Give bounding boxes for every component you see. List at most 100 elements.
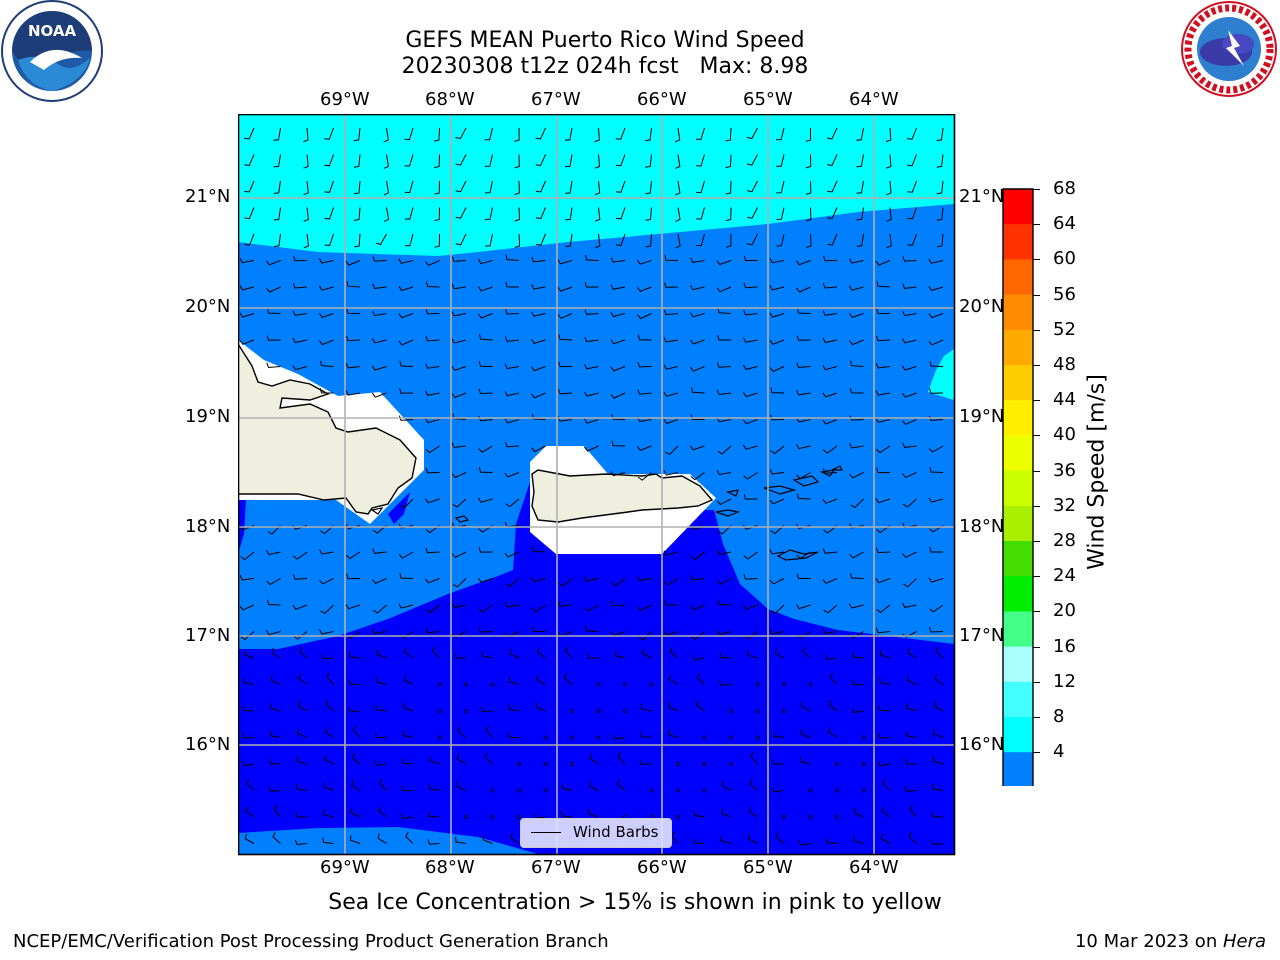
wind-barb — [886, 233, 892, 249]
wind-barb — [531, 392, 546, 399]
colorbar-tick-label: 68 — [1053, 178, 1076, 199]
wind-barb — [270, 703, 281, 712]
wind-barb — [806, 233, 812, 248]
wind-barb — [558, 361, 573, 368]
wind-barb — [266, 578, 281, 586]
wind-barb — [583, 418, 599, 424]
wind-barb — [244, 180, 255, 193]
wind-barb — [827, 727, 838, 738]
colorbar-tick-mark — [1033, 259, 1040, 261]
wind-barb — [906, 675, 917, 685]
wind-barb — [372, 628, 387, 634]
wind-barb — [584, 336, 599, 343]
wind-barb — [822, 548, 838, 554]
wind-barb — [531, 445, 546, 453]
calm-wind-marker — [569, 709, 574, 714]
wind-barb — [266, 599, 281, 606]
wind-barb — [481, 651, 493, 659]
calm-wind-marker — [596, 735, 601, 740]
noaa-logo-text: NOAA — [28, 22, 77, 40]
wind-barb — [240, 631, 255, 641]
calm-wind-marker — [596, 682, 601, 687]
wind-barb — [383, 127, 389, 143]
lon-label-bottom-66w: 66°W — [637, 857, 687, 878]
wind-barb — [742, 364, 758, 370]
wind-barb — [929, 627, 944, 633]
wind-barb — [636, 286, 652, 293]
wind-barb — [769, 578, 785, 585]
lon-label-top-69w: 69°W — [320, 89, 370, 110]
wind-barb — [504, 363, 520, 370]
band-4-8-south — [238, 827, 538, 854]
wind-barb — [663, 364, 679, 370]
wind-barb — [398, 286, 414, 292]
wind-barb — [504, 631, 520, 638]
wind-barb — [404, 180, 414, 194]
colorbar-tick-label: 36 — [1053, 459, 1076, 481]
calm-wind-marker — [516, 815, 521, 820]
calm-wind-marker — [728, 709, 733, 714]
wind-barb — [930, 839, 944, 846]
wind-barb — [675, 207, 681, 222]
wind-barb — [827, 154, 838, 166]
wind-barb — [776, 207, 785, 220]
wind-barb — [827, 207, 838, 220]
wind-barb — [886, 180, 892, 196]
wind-barb — [849, 258, 864, 264]
wind-barb — [822, 337, 838, 344]
wind-barb — [886, 154, 892, 169]
wind-barb — [505, 309, 520, 315]
calm-wind-marker — [702, 735, 707, 740]
wind-barb — [584, 364, 599, 370]
calm-wind-marker — [861, 735, 866, 740]
wind-barb — [798, 840, 811, 846]
wind-barb — [584, 604, 599, 612]
wind-barb — [637, 389, 652, 395]
colorbar-tick-mark — [1033, 752, 1040, 754]
calm-wind-marker — [728, 762, 733, 767]
wind-barb — [588, 781, 599, 791]
map-title: GEFS MEAN Puerto Rico Wind Speed — [405, 28, 805, 53]
wind-barb — [585, 254, 599, 261]
wind-barb — [303, 233, 310, 249]
wind-barb — [822, 310, 838, 316]
wind-barb — [611, 578, 626, 587]
colorbar-tick-label: 64 — [1053, 213, 1076, 235]
wind-barb — [451, 392, 467, 399]
wind-barb — [725, 180, 732, 195]
wind-barb — [424, 498, 440, 504]
wind-barb — [929, 466, 944, 473]
wind-barb — [928, 286, 944, 292]
wind-barb — [690, 551, 705, 561]
wind-barb — [484, 752, 493, 765]
wind-barb — [425, 627, 440, 634]
wind-barb — [827, 233, 838, 246]
wind-barb — [822, 578, 838, 584]
wind-barb — [611, 440, 626, 447]
wind-barb — [324, 233, 334, 246]
wind-barb — [514, 127, 520, 142]
wind-barb — [905, 730, 917, 738]
wind-barb — [716, 362, 732, 368]
wind-barb — [504, 602, 520, 608]
wind-barb — [375, 233, 387, 245]
colorbar-tick-label: 40 — [1053, 424, 1076, 446]
wind-barb — [514, 180, 520, 195]
wind-barb — [295, 811, 308, 818]
wind-barb — [875, 417, 891, 423]
wind-barb — [690, 366, 705, 372]
wind-barb — [879, 649, 891, 659]
wind-barb — [823, 445, 838, 454]
lon-label-bottom-64w: 64°W — [849, 857, 899, 878]
wind-barb — [637, 472, 652, 481]
wind-barb — [743, 255, 758, 261]
wind-barb — [242, 705, 255, 712]
wind-barb — [293, 255, 308, 262]
wind-barb — [693, 810, 705, 818]
wind-barb — [479, 334, 493, 341]
wind-barb — [747, 207, 758, 219]
wind-barb — [748, 834, 758, 844]
wind-barb — [243, 677, 255, 685]
wind-barb — [929, 388, 944, 394]
island-anegada — [831, 465, 843, 471]
